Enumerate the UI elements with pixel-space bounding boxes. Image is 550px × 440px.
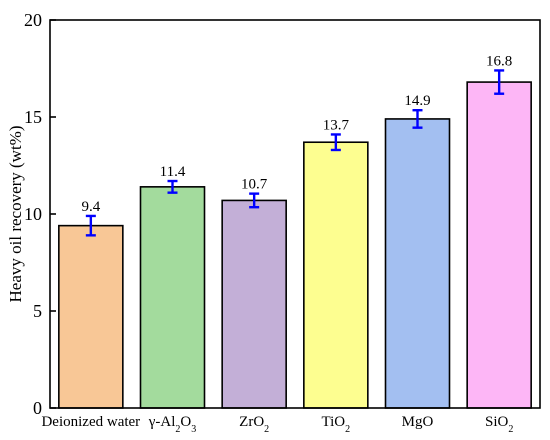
x-tick-label-3: TiO2 [322,414,351,435]
y-tick-label-1: 5 [33,301,42,321]
bar-1 [139,186,206,409]
y-tick-label-3: 15 [24,107,42,127]
bars-group [58,81,532,409]
data-label-4: 14.9 [404,93,430,109]
x-tick-label-0: Deionized water [41,414,140,430]
y-tick-label-0: 0 [33,398,42,418]
bar-2 [221,199,287,409]
error-bar-3 [330,133,341,152]
x-tick-label-4: MgO [402,414,434,430]
error-bar-4 [412,109,423,129]
error-bar-5 [494,69,505,95]
data-label-2: 10.7 [241,177,268,193]
x-axis-category-labels: Deionized water γ-Al2O3 ZrO2 TiO2 MgO SiO2 [41,414,513,435]
error-bar-2 [249,192,260,209]
data-label-5: 16.8 [486,53,512,69]
data-label-3: 13.7 [323,117,350,133]
bar-0 [58,224,124,409]
error-bars-group [85,69,505,237]
x-tick-label-2: ZrO2 [239,414,269,435]
bar-3 [303,141,369,409]
x-tick-label-5: SiO2 [485,414,513,435]
data-labels-group: 9.4 11.4 10.7 13.7 14.9 16.8 [81,53,512,215]
error-bar-0 [85,214,96,237]
y-axis-label: Heavy oil recovery (wt%) [6,125,25,302]
bar-5 [466,81,532,409]
y-tick-label-4: 20 [24,10,42,30]
bar-4 [384,118,451,409]
y-axis-ticks: 0 5 10 15 20 [24,10,56,418]
data-label-0: 9.4 [81,199,100,215]
data-label-1: 11.4 [160,164,186,180]
x-tick-label-1: γ-Al2O3 [148,414,196,435]
error-bar-1 [167,179,178,194]
y-tick-label-2: 10 [24,204,42,224]
